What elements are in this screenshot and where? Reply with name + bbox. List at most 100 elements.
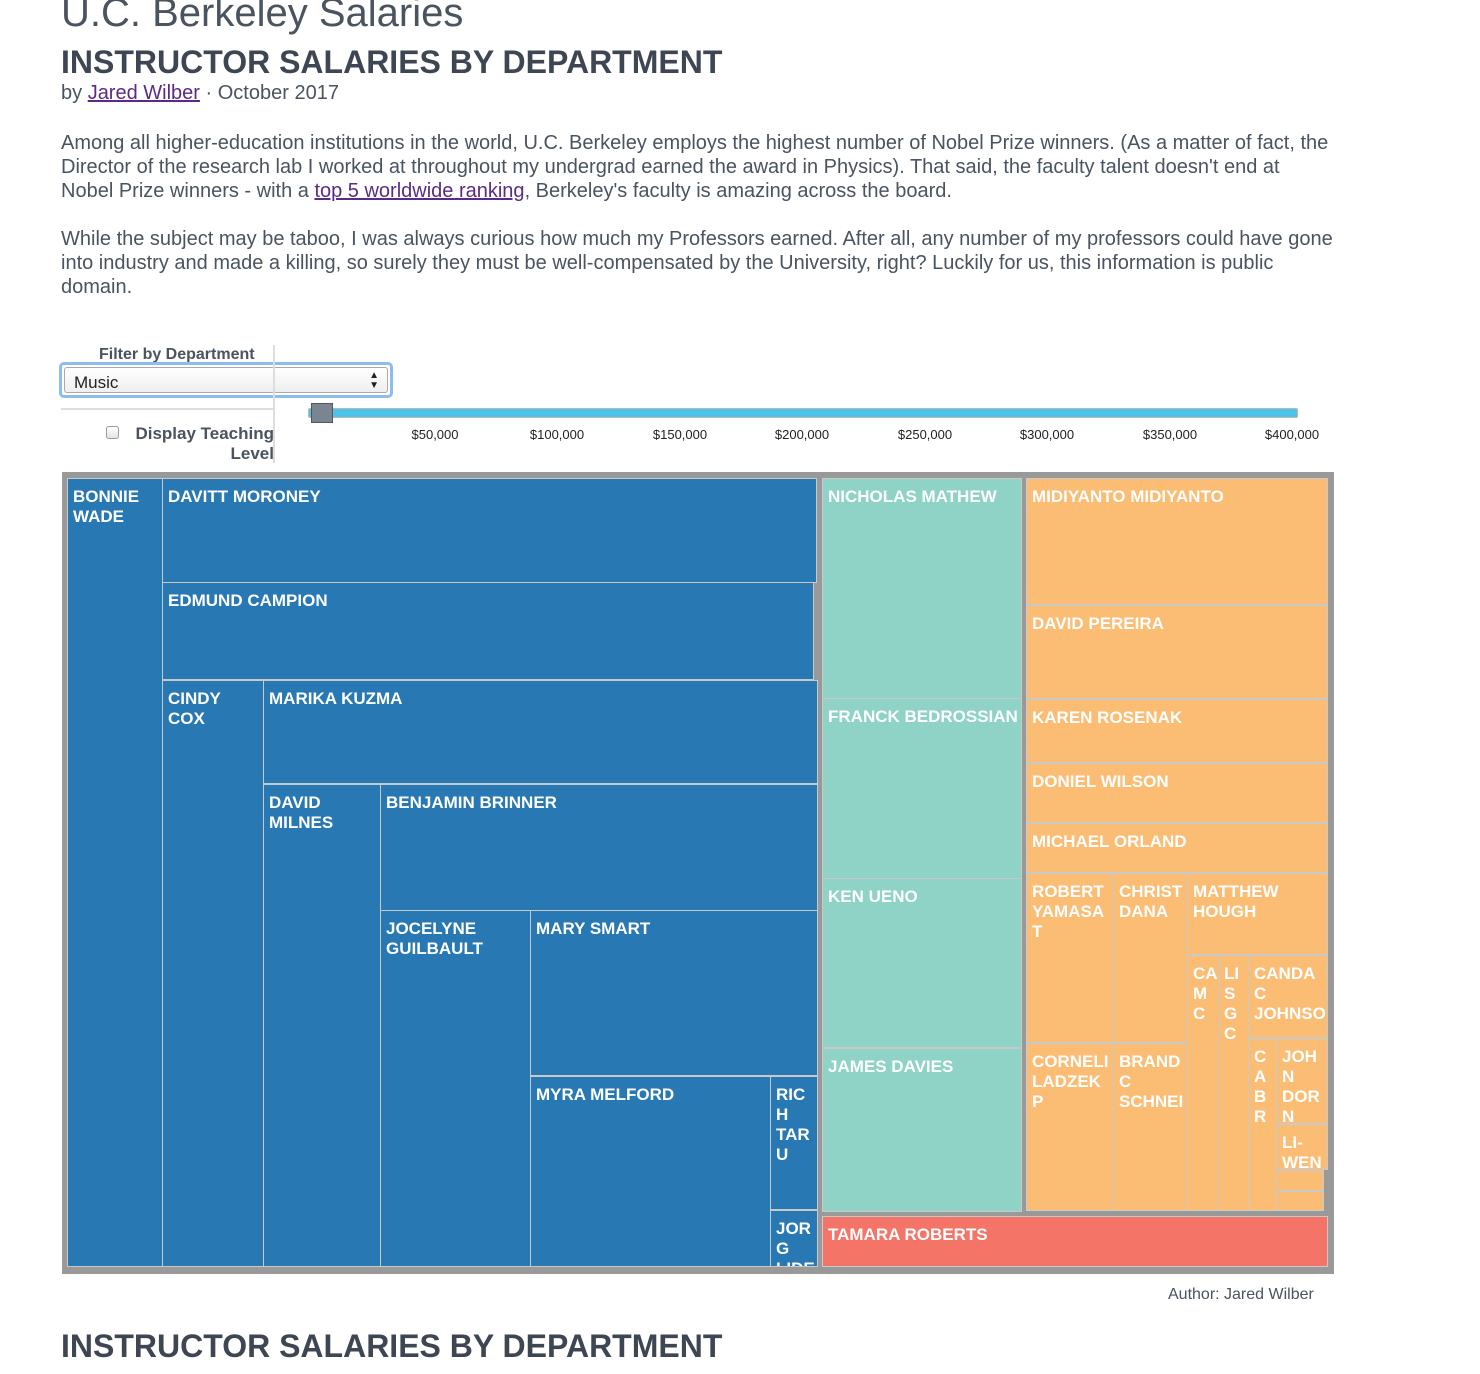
byline-date: October 2017 bbox=[217, 82, 339, 104]
teaching-level-label: Display Teaching Level bbox=[135, 424, 274, 463]
cell-label: CANDAC JOHNSO bbox=[1254, 964, 1326, 1023]
treemap-cell[interactable]: CA BR bbox=[1248, 1038, 1277, 1211]
cell-label: LI-WEN bbox=[1282, 1133, 1322, 1170]
intro-text-1: Among all higher-education institutions … bbox=[61, 132, 1329, 202]
department-select-box[interactable]: Music ▲ ▼ bbox=[64, 367, 388, 393]
page-title: U.C. Berkeley Salaries bbox=[61, 0, 464, 35]
treemap-cell[interactable]: FRANCK BEDROSSIAN bbox=[822, 698, 1022, 879]
cell-label: MATTHEW HOUGH bbox=[1193, 882, 1279, 921]
cell-label: ROBERT YAMASAT bbox=[1032, 882, 1105, 941]
byline-separator: · bbox=[205, 82, 213, 104]
cell-label: EDMUND CAMPION bbox=[168, 591, 328, 610]
treemap-cell[interactable]: MIDIYANTO MIDIYANTO bbox=[1026, 478, 1328, 605]
page-subtitle: INSTRUCTOR SALARIES BY DEPARTMENT bbox=[61, 44, 723, 80]
treemap-cell[interactable]: CHRIST DANA bbox=[1113, 873, 1188, 1043]
author-link[interactable]: Jared Wilber bbox=[87, 82, 200, 104]
treemap-cell[interactable]: DAVITT MORONEY bbox=[162, 478, 817, 583]
control-divider-horizontal bbox=[61, 408, 274, 410]
tick-label: $150,000 bbox=[652, 427, 708, 442]
cell-label: CORNELI LADZEKP bbox=[1032, 1052, 1109, 1111]
section-heading: INSTRUCTOR SALARIES BY DEPARTMENT bbox=[61, 1328, 723, 1364]
cell-label: BRANDC SCHNEI bbox=[1119, 1052, 1184, 1111]
treemap-cell[interactable]: JOCELYNE GUILBAULT bbox=[380, 910, 531, 1267]
cell-label: DAVID MILNES bbox=[269, 793, 334, 832]
treemap-cell[interactable]: NICHOLAS MATHEW bbox=[822, 478, 1022, 699]
cell-label: NICHOLAS MATHEW bbox=[828, 487, 997, 506]
cell-label: CA MC bbox=[1193, 964, 1217, 1023]
treemap-cell[interactable]: CINDY COX bbox=[162, 680, 264, 1267]
byline-prefix: by bbox=[61, 82, 83, 104]
cell-label: BONNIE WADE bbox=[73, 487, 140, 526]
teaching-level-checkbox[interactable] bbox=[106, 426, 119, 439]
treemap-cell[interactable]: BENJAMIN BRINNER bbox=[380, 784, 818, 911]
salary-slider-track[interactable] bbox=[308, 408, 1298, 418]
treemap-cell[interactable]: CA MC bbox=[1187, 955, 1219, 1211]
filter-label: Filter by Department bbox=[99, 346, 255, 363]
cell-label: LIS GC bbox=[1224, 964, 1240, 1043]
tick-label: $100,000 bbox=[529, 427, 585, 442]
treemap-cell[interactable]: KAREN ROSENAK bbox=[1026, 699, 1328, 763]
tick-label: $300,000 bbox=[1019, 427, 1075, 442]
treemap-cell[interactable]: LI-WEN bbox=[1276, 1124, 1328, 1170]
cell-label: KAREN ROSENAK bbox=[1032, 708, 1183, 727]
tick-label: $250,000 bbox=[897, 427, 953, 442]
cell-label: MARY SMART bbox=[536, 919, 651, 938]
cell-label: DAVID PEREIRA bbox=[1032, 614, 1164, 633]
treemap-cell[interactable]: LIS GC bbox=[1218, 955, 1249, 1211]
control-divider-vertical bbox=[273, 345, 275, 463]
cell-label: MARIKA KUZMA bbox=[269, 689, 403, 708]
cell-label: TAMARA ROBERTS bbox=[828, 1225, 988, 1244]
treemap-cell[interactable]: DAVID MILNES bbox=[263, 784, 381, 1267]
cell-label: BENJAMIN BRINNER bbox=[386, 793, 557, 812]
treemap-cell[interactable]: CANDAC JOHNSO bbox=[1248, 955, 1328, 1038]
cell-label: CA BR bbox=[1254, 1047, 1267, 1126]
treemap-cell[interactable]: MARY SMART bbox=[530, 910, 818, 1076]
cell-label: JORG LIDE bbox=[776, 1219, 815, 1266]
treemap-cell[interactable]: MARIKA KUZMA bbox=[263, 680, 818, 784]
cell-label: MICHAEL ORLAND bbox=[1032, 832, 1187, 851]
treemap-cell[interactable]: CORNELI LADZEKP bbox=[1026, 1043, 1114, 1211]
treemap-cell[interactable]: JORG LIDE bbox=[770, 1210, 818, 1267]
treemap-cell[interactable]: DAVID PEREIRA bbox=[1026, 605, 1328, 699]
treemap-cell[interactable]: KEN UENO bbox=[822, 878, 1022, 1048]
treemap-cell[interactable]: BONNIE WADE bbox=[67, 478, 163, 1267]
treemap-cell[interactable]: MATTHEW HOUGH bbox=[1187, 873, 1328, 955]
tick-label: $50,000 bbox=[411, 427, 459, 442]
cell-label: FRANCK BEDROSSIAN bbox=[828, 707, 1018, 726]
department-select-value: Music bbox=[74, 373, 119, 392]
treemap-cell[interactable]: MICHAEL ORLAND bbox=[1026, 823, 1328, 873]
second-paragraph: While the subject may be taboo, I was al… bbox=[61, 228, 1333, 298]
treemap-cell[interactable]: BRANDC SCHNEI bbox=[1113, 1043, 1188, 1211]
tick-label: $400,000 bbox=[1264, 427, 1320, 442]
updown-arrows-icon: ▲ ▼ bbox=[369, 370, 379, 391]
intro-text-2: , Berkeley's faculty is amazing across t… bbox=[524, 180, 952, 202]
cell-label: KEN UENO bbox=[828, 887, 918, 906]
tick-label: $350,000 bbox=[1142, 427, 1198, 442]
department-select[interactable]: Music ▲ ▼ bbox=[59, 362, 393, 398]
ranking-link[interactable]: top 5 worldwide ranking bbox=[314, 180, 525, 202]
byline: by Jared Wilber · October 2017 bbox=[61, 82, 339, 105]
cell-label: DAVITT MORONEY bbox=[168, 487, 321, 506]
treemap-cell[interactable] bbox=[1276, 1191, 1324, 1211]
cell-label: JAMES DAVIES bbox=[828, 1057, 954, 1076]
treemap-cell[interactable]: DONIEL WILSON bbox=[1026, 763, 1328, 823]
treemap-cell[interactable]: MYRA MELFORD bbox=[530, 1076, 771, 1267]
treemap-cell[interactable]: JOHN DORN bbox=[1276, 1038, 1328, 1124]
cell-label: MIDIYANTO MIDIYANTO bbox=[1032, 487, 1224, 506]
cell-label: MYRA MELFORD bbox=[536, 1085, 675, 1104]
tick-label: $200,000 bbox=[774, 427, 830, 442]
salary-slider-handle[interactable] bbox=[311, 403, 333, 423]
cell-label: CHRIST DANA bbox=[1119, 882, 1183, 921]
cell-label: JOHN DORN bbox=[1282, 1047, 1320, 1124]
author-note: Author: Jared Wilber bbox=[1168, 1286, 1314, 1303]
treemap-cell[interactable]: EDMUND CAMPION bbox=[162, 582, 814, 680]
treemap-cell[interactable]: JAMES DAVIES bbox=[822, 1048, 1022, 1212]
cell-label: DONIEL WILSON bbox=[1032, 772, 1169, 791]
treemap-cell[interactable]: ROBERT YAMASAT bbox=[1026, 873, 1114, 1043]
cell-label: CINDY COX bbox=[168, 689, 221, 728]
treemap-cell[interactable]: TAMARA ROBERTS bbox=[822, 1216, 1328, 1267]
salary-axis: $50,000 $100,000 $150,000 $200,000 $250,… bbox=[0, 427, 1480, 443]
intro-paragraph: Among all higher-education institutions … bbox=[61, 131, 1336, 203]
treemap-cell[interactable]: RICH TARU bbox=[770, 1076, 818, 1210]
treemap-cell[interactable] bbox=[1276, 1170, 1324, 1191]
